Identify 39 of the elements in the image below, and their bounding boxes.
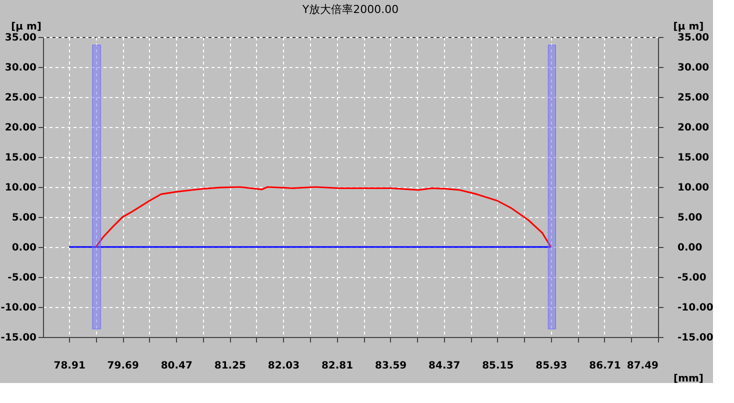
y-tick-label: -15.00	[0, 332, 37, 344]
x-tick-label: 80.47	[160, 360, 193, 372]
x-tick-label: 82.03	[268, 360, 300, 372]
x-tick-label: 78.91	[54, 360, 86, 372]
x-tick-label: 87.49	[626, 360, 659, 372]
x-tick-label: 81.25	[214, 360, 246, 372]
y-axis-title: [μ m]	[11, 22, 42, 32]
y2-tick-label: 35.00	[678, 32, 710, 44]
y-tick-label: 0.00	[12, 242, 37, 254]
x-tick-label: 79.69	[107, 360, 139, 372]
chart-title: Y放大倍率2000.00	[301, 3, 399, 16]
y-tick-label: -5.00	[8, 272, 37, 284]
y-tick-label: 25.00	[4, 92, 37, 104]
x-tick-label: 82.81	[321, 360, 354, 372]
y-tick-label: 15.00	[4, 152, 37, 164]
y-tick-label: 5.00	[12, 212, 37, 224]
y-tick-label: 20.00	[4, 122, 37, 134]
y2-tick-label: -5.00	[678, 272, 706, 284]
y-tick-label: -10.00	[0, 302, 37, 314]
x-tick-label: 85.15	[482, 360, 514, 372]
y2-tick-label: 25.00	[678, 92, 710, 104]
line-series	[95, 186, 552, 248]
y2-tick-label: 10.00	[678, 182, 710, 194]
y-tick-label: 30.00	[4, 62, 37, 74]
y2-tick-label: -10.00	[678, 302, 714, 314]
y2-tick-label: 0.00	[678, 242, 702, 254]
y-tick-label: 10.00	[4, 182, 37, 194]
y2-tick-label: -15.00	[678, 332, 714, 344]
y2-tick-label: 15.00	[678, 152, 710, 164]
y2-tick-label: 30.00	[678, 62, 710, 74]
y2-tick-label: 20.00	[678, 122, 710, 134]
y-tick-label: 35.00	[4, 32, 37, 44]
x-axis-title: [mm]	[674, 374, 704, 384]
x-tick-label: 83.59	[374, 360, 407, 372]
y2-axis-title: [μ m]	[673, 22, 704, 32]
x-tick-label: 86.71	[589, 360, 621, 372]
x-tick-label: 84.37	[428, 360, 460, 372]
x-tick-label: 85.93	[536, 360, 568, 372]
y2-tick-label: 5.00	[678, 212, 702, 224]
